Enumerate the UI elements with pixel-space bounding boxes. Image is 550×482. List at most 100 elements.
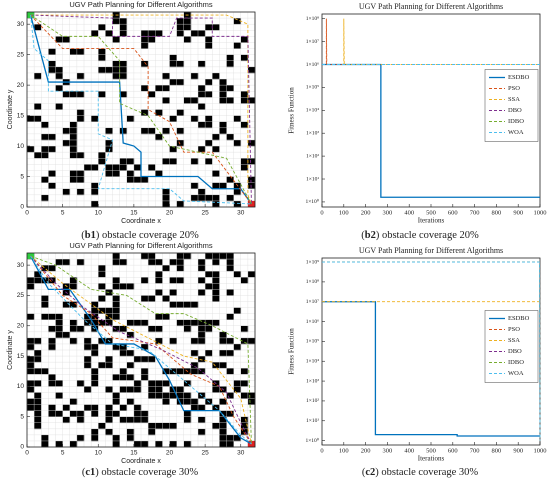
- obstacle: [34, 392, 42, 399]
- obstacle: [205, 24, 213, 31]
- caption-part: (: [362, 467, 366, 478]
- obstacle: [169, 79, 177, 86]
- obstacle: [141, 440, 149, 448]
- obstacle: [126, 350, 135, 357]
- obstacle: [212, 362, 220, 369]
- series-line: [30, 14, 252, 205]
- obstacle: [112, 259, 120, 266]
- obstacle: [55, 392, 63, 399]
- obstacle: [91, 164, 99, 171]
- obstacle: [141, 253, 149, 260]
- caption-part: ) obstacle coverage 30%: [95, 467, 198, 478]
- obstacle: [247, 66, 256, 74]
- obstacle: [84, 337, 92, 345]
- obstacle: [41, 176, 49, 183]
- obstacle: [27, 337, 35, 345]
- obstacle: [98, 337, 106, 345]
- obstacle: [198, 428, 206, 436]
- y-tick-label: 1×10⁷: [306, 299, 319, 305]
- obstacle: [133, 410, 142, 417]
- obstacle: [176, 30, 185, 37]
- obstacle: [105, 428, 113, 436]
- caption-part: c1: [85, 467, 95, 478]
- obstacle: [233, 434, 242, 442]
- obstacle: [183, 440, 192, 448]
- obstacle: [148, 428, 156, 436]
- obstacle: [91, 343, 99, 351]
- obstacle: [212, 253, 220, 260]
- obstacle: [98, 24, 106, 31]
- obstacle: [91, 115, 99, 122]
- obstacle: [226, 85, 234, 92]
- obstacle: [233, 42, 242, 49]
- obstacle: [205, 158, 213, 165]
- obstacle: [126, 416, 135, 424]
- obstacle: [212, 283, 220, 290]
- obstacle: [155, 392, 163, 399]
- panel: 0 5 10 15 20 25 30 0 5 10 15 20 25 30 UGV Path Plannin…: [7, 241, 256, 478]
- obstacle: [155, 277, 163, 284]
- obstacle: [27, 343, 35, 351]
- obstacle: [91, 380, 99, 387]
- obstacle: [162, 188, 170, 196]
- obstacle: [41, 434, 49, 442]
- obstacle: [226, 60, 234, 68]
- obstacle: [91, 200, 99, 208]
- obstacle: [169, 54, 177, 62]
- obstacle: [176, 18, 185, 25]
- obstacle: [148, 380, 156, 387]
- y-tick-label: 1×10⁵: [306, 339, 319, 345]
- obstacle: [119, 158, 128, 165]
- obstacle: [41, 121, 49, 129]
- x-tick-label: 1000: [534, 447, 547, 454]
- obstacle: [69, 121, 78, 129]
- obstacle: [141, 85, 149, 92]
- caption: (b2) obstacle coverage 20%: [361, 230, 479, 241]
- obstacle: [112, 343, 120, 351]
- obstacle: [34, 404, 42, 411]
- obstacle: [76, 325, 85, 333]
- obstacle: [212, 146, 220, 153]
- y-tick-label: 25: [17, 292, 25, 299]
- obstacle: [84, 386, 92, 393]
- obstacle: [27, 362, 35, 369]
- obstacle: [91, 350, 99, 357]
- x-axis-label: Iterations: [418, 217, 445, 225]
- y-tick-label: 10: [17, 143, 25, 150]
- obstacle: [105, 313, 113, 320]
- obstacle: [105, 386, 113, 393]
- obstacle: [112, 283, 120, 290]
- obstacle: [84, 343, 92, 351]
- obstacle: [69, 152, 78, 159]
- obstacle: [190, 398, 199, 405]
- obstacle: [112, 392, 120, 399]
- y-tick-label: 25: [17, 51, 25, 58]
- x-axis-label: Coordinate x: [121, 218, 161, 225]
- obstacle: [112, 277, 120, 284]
- obstacle: [183, 410, 192, 417]
- obstacle: [126, 115, 135, 122]
- obstacle: [183, 97, 192, 104]
- obstacle: [62, 301, 71, 308]
- obstacle: [141, 410, 149, 417]
- obstacle: [240, 325, 249, 333]
- obstacle: [219, 85, 227, 92]
- obstacle: [219, 97, 227, 104]
- obstacle: [155, 313, 163, 320]
- series-line: [30, 14, 252, 205]
- series-line: [30, 255, 252, 445]
- obstacle: [48, 170, 56, 177]
- obstacle: [119, 374, 128, 381]
- obstacle: [141, 176, 149, 183]
- obstacle: [183, 18, 192, 25]
- obstacle: [148, 325, 156, 333]
- obstacle: [105, 416, 113, 424]
- obstacle: [62, 259, 71, 266]
- obstacle: [126, 331, 135, 339]
- y-axis-label: Coordinate y: [7, 330, 14, 370]
- obstacle: [198, 194, 206, 202]
- obstacle: [226, 368, 234, 375]
- y-tick-label: 1×10⁰: [305, 198, 319, 205]
- obstacle: [226, 259, 234, 266]
- obstacle: [141, 368, 149, 375]
